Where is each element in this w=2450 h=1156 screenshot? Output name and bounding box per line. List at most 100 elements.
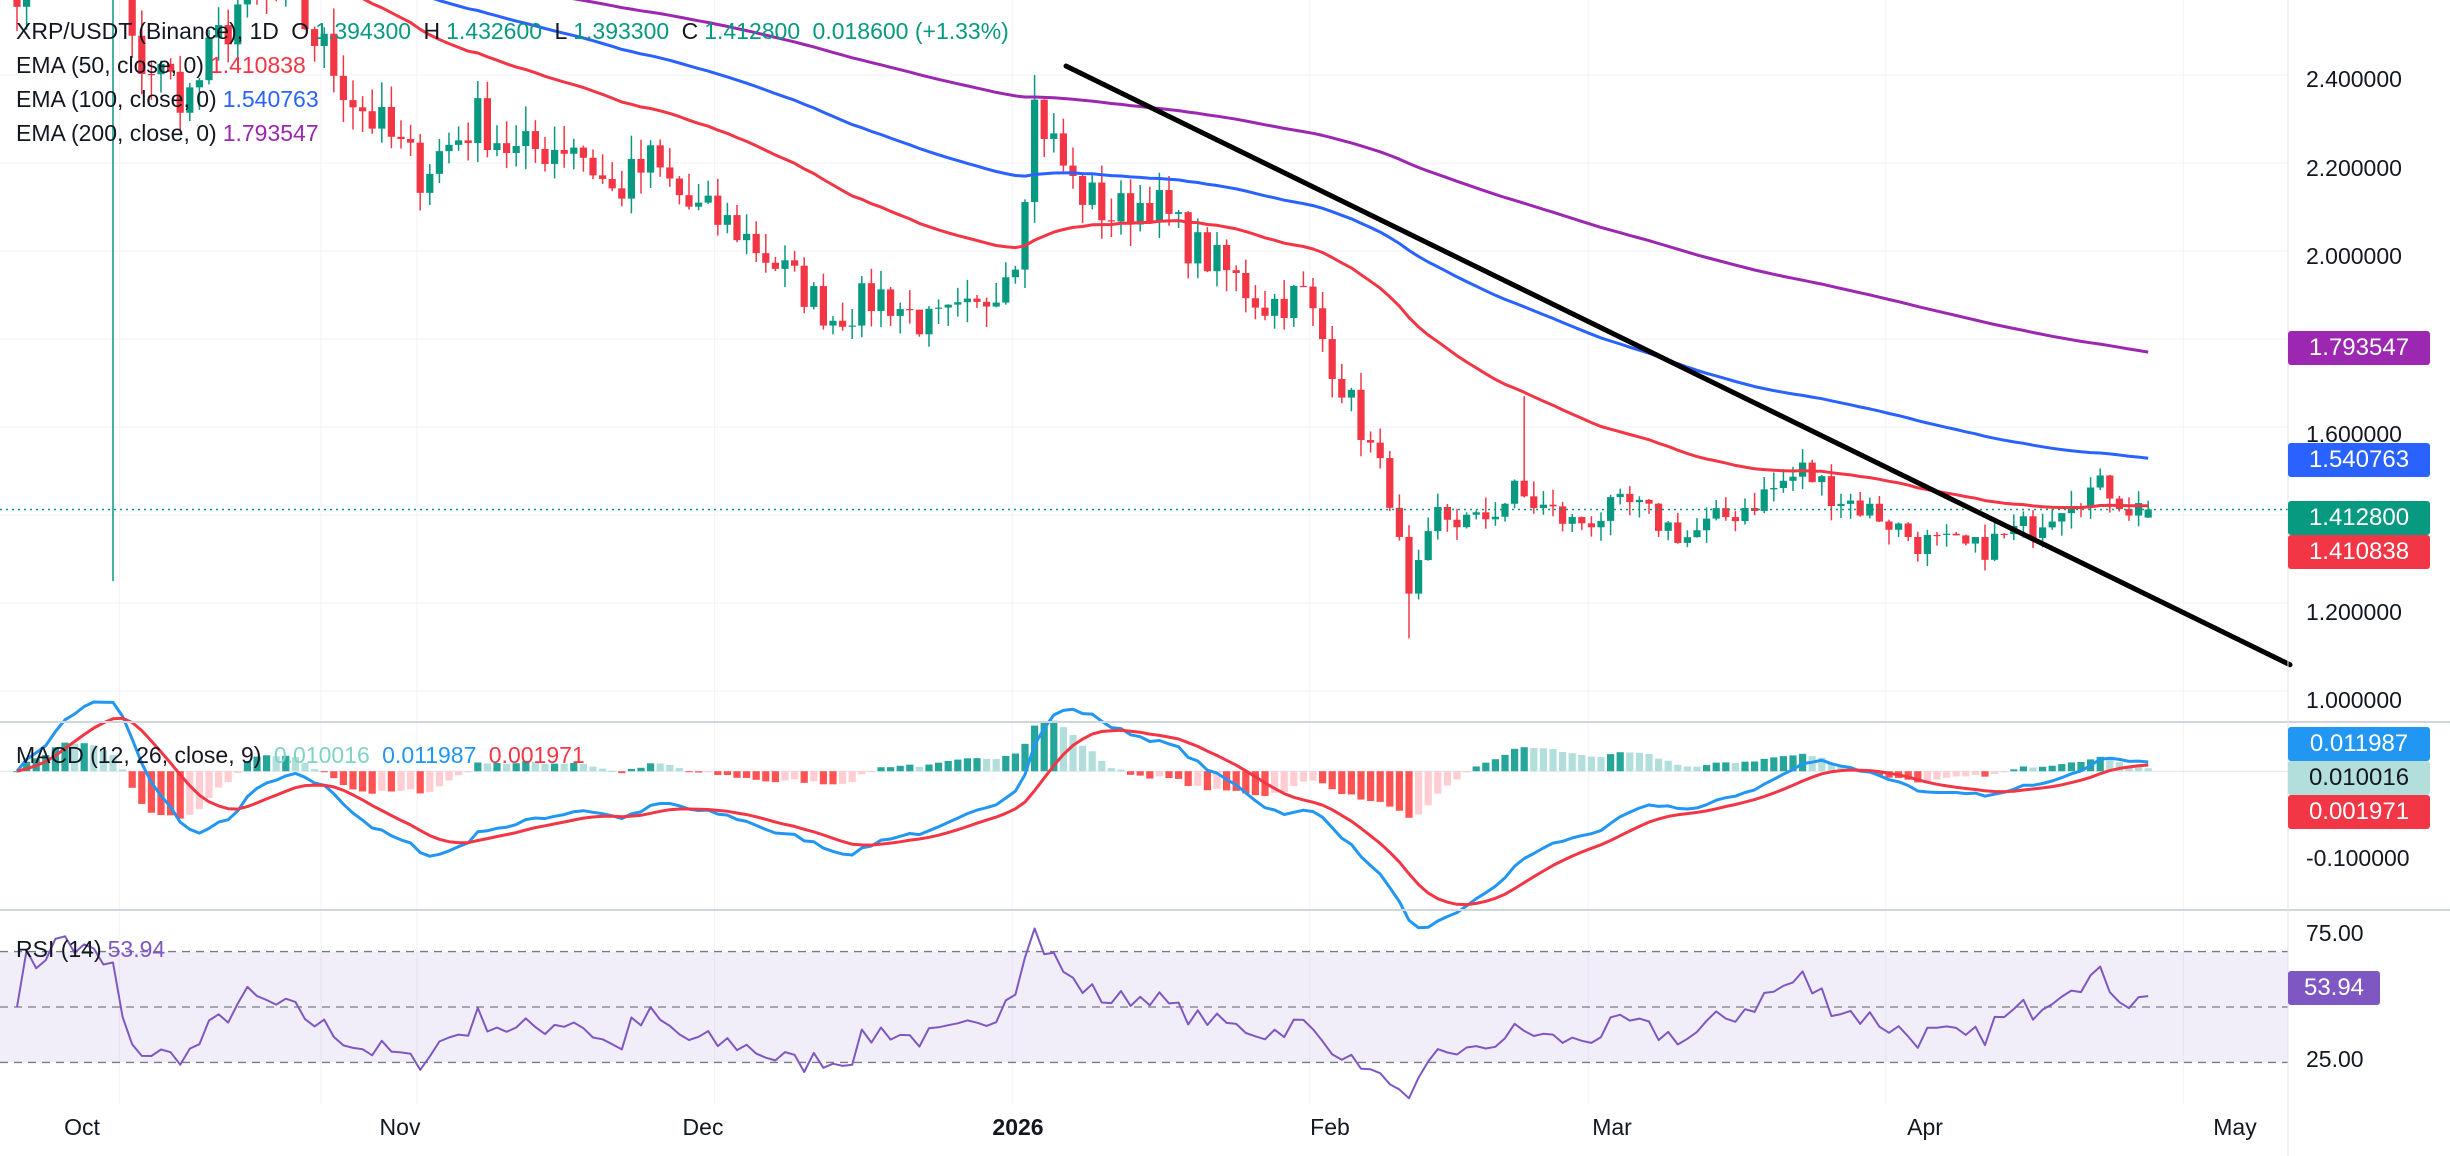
candle-body <box>224 25 232 45</box>
candle-body <box>1683 537 1691 543</box>
macd-hist-bar <box>1079 745 1087 772</box>
macd-hist-bar <box>464 771 472 773</box>
macd-hist-bar <box>887 767 895 772</box>
macd-hist-bar <box>1107 768 1115 772</box>
candle-body <box>1146 203 1154 222</box>
candle-body <box>1367 440 1375 443</box>
macd-hist-bar <box>1463 771 1471 773</box>
macd-hist-bar <box>791 771 799 780</box>
macd-hist-bar <box>1050 720 1058 772</box>
candle-body <box>1751 507 1759 511</box>
macd-hist-bar <box>2135 766 2143 772</box>
macd-hist-bar <box>1328 771 1336 790</box>
macd-hist-bar <box>983 758 991 772</box>
legend-ema100: EMA (100, close, 0) 1.540763 <box>16 82 325 116</box>
candle-body <box>723 215 731 225</box>
candle-body <box>1107 220 1115 222</box>
price-tick-1.6: 1.600000 <box>2306 421 2402 447</box>
macd-hist-bar <box>234 771 242 773</box>
candle-body <box>1693 530 1701 538</box>
candle-body <box>1434 506 1442 532</box>
candle-body <box>1098 182 1106 221</box>
rsi-tick-75: 75.00 <box>2306 920 2364 946</box>
macd-hist-bar <box>570 762 578 772</box>
legend-ema200-label: EMA (200, close, 0) <box>16 120 217 146</box>
macd-hist-bar <box>109 754 117 772</box>
candle-body <box>2087 487 2095 508</box>
candle-body <box>579 147 587 158</box>
candle-body <box>1626 493 1634 503</box>
candle-body <box>1530 496 1538 509</box>
macd-hist-bar <box>435 771 443 787</box>
candle-body <box>2058 513 2066 522</box>
candle-body <box>1261 307 1269 316</box>
candle-body <box>2144 509 2152 518</box>
candle-body <box>1117 193 1125 222</box>
candle-body <box>1491 516 1499 520</box>
candle-body <box>1731 517 1739 522</box>
macd-hist-bar <box>1251 771 1259 796</box>
macd-hist-bar <box>992 758 1000 772</box>
candle-body <box>435 151 443 174</box>
candle-body <box>147 73 155 76</box>
candle-body <box>1319 308 1327 340</box>
macd-hist-bar <box>2019 766 2027 772</box>
macd-hist-bar <box>1952 771 1960 777</box>
macd-hist-bar <box>1683 766 1691 772</box>
candle-body <box>2106 475 2114 499</box>
tag-macd-line: 0.011987 <box>2288 727 2430 761</box>
macd-hist-bar <box>915 766 923 772</box>
macd-hist-bar <box>1021 743 1029 772</box>
macd-hist-bar <box>1299 771 1307 782</box>
macd-hist-bar <box>944 761 952 772</box>
macd-hist-bar <box>2048 765 2056 772</box>
macd-hist-bar <box>1242 771 1250 794</box>
candle-body <box>1856 500 1864 516</box>
macd-hist-bar <box>954 759 962 772</box>
candle-body <box>320 33 328 46</box>
macd-hist-bar <box>1789 755 1797 772</box>
legend-ema50-label: EMA (50, close, 0) <box>16 52 204 78</box>
macd-hist-bar <box>512 763 520 772</box>
candle-body <box>695 202 703 207</box>
tag-macd-signal: 0.001971 <box>2288 795 2430 829</box>
price-tick-1.2: 1.200000 <box>2306 599 2402 625</box>
macd-hist-bar <box>1971 771 1979 775</box>
candle-body <box>128 0 136 36</box>
candle-body <box>1981 536 1989 560</box>
macd-hist-bar <box>2029 767 2037 772</box>
candle-body <box>733 215 741 241</box>
macd-hist-bar <box>1626 752 1634 772</box>
candle-body <box>599 175 607 179</box>
candle-body <box>1549 504 1557 507</box>
candle-body <box>503 143 511 153</box>
candle-body <box>1415 560 1423 594</box>
downtrend-line <box>1063 63 2293 668</box>
macd-hist-bar <box>935 762 943 772</box>
candle-body <box>167 63 175 72</box>
macd-hist-bar <box>90 745 98 772</box>
candle-body <box>551 149 559 164</box>
candle-body <box>1539 504 1547 509</box>
macd-hist-bar <box>1991 771 1999 774</box>
candle-body <box>2048 521 2056 528</box>
candle-body <box>215 25 223 38</box>
candle-body <box>1453 519 1461 528</box>
macd-hist-bar <box>733 771 741 778</box>
candle-body <box>1635 499 1643 503</box>
macd-hist-bar <box>1088 751 1096 772</box>
macd-hist-bar <box>1443 771 1451 786</box>
tag-ema50: 1.410838 <box>2288 535 2430 569</box>
tag-rsi: 53.94 <box>2288 971 2380 1005</box>
candle-body <box>1587 523 1595 528</box>
macd-hist-bar <box>1136 771 1144 776</box>
candle-body <box>2039 527 2047 538</box>
candle-body <box>1482 512 1490 520</box>
time-tick-2026: 2026 <box>992 1114 1044 1140</box>
macd-hist-bar <box>1501 754 1509 772</box>
macd-hist-bar <box>1357 771 1365 800</box>
candle-body <box>935 307 943 309</box>
macd-hist-bar <box>1578 754 1586 772</box>
candle-body <box>944 304 952 308</box>
